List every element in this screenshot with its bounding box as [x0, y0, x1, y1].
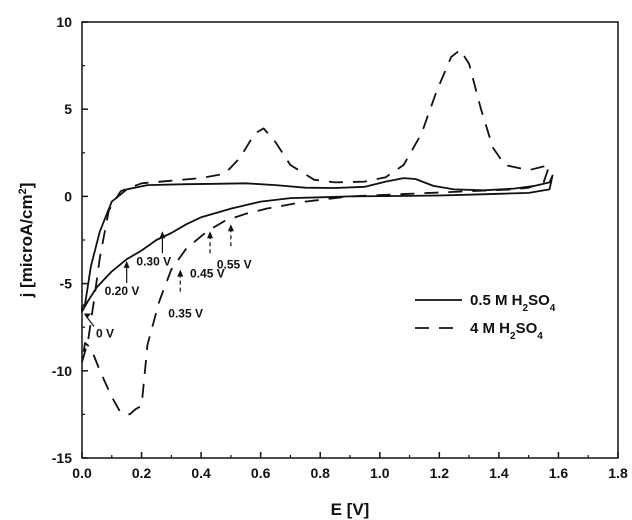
- y-tick-label: -10: [52, 363, 72, 379]
- annotation-arrow: 0.45 V: [190, 231, 225, 280]
- series-curves: [81, 49, 554, 416]
- x-axis-ticks: 0.0 0.2 0.4 0.6 0.8 1.0 1.2 1.4 1.6 1.8: [72, 452, 628, 481]
- series-line-solid: [81, 174, 554, 313]
- y-tick-label: 10: [56, 14, 72, 30]
- x-tick-label: 1.2: [430, 465, 450, 481]
- x-axis-title: E [V]: [331, 500, 370, 519]
- x-tick-label: 1.8: [608, 465, 628, 481]
- annotation-arrow: 0.35 V: [168, 269, 203, 321]
- annotation-label: 0.20 V: [105, 284, 140, 298]
- annotation-label: 0.30 V: [136, 254, 171, 268]
- legend: 0.5 M H2SO4 4 M H2SO4: [415, 292, 556, 342]
- y-axis-title-main: j [microA/cm: [17, 194, 36, 298]
- y-tick-label: -5: [60, 276, 73, 292]
- annotation-arrow: 0.20 V: [105, 260, 140, 298]
- legend-label-dashed: 4 M H2SO4: [470, 320, 543, 342]
- annotation-label: 0 V: [96, 327, 114, 341]
- x-tick-label: 0.0: [72, 465, 92, 481]
- annotation-label: 0.55 V: [217, 257, 252, 271]
- y-tick-label: 5: [64, 101, 72, 117]
- y-tick-label: 0: [64, 188, 72, 204]
- x-tick-label: 0.2: [132, 465, 152, 481]
- y-axis-ticks: -15 -10 -5 0 5 10: [52, 14, 88, 466]
- annotation-arrow: 0.55 V: [217, 224, 252, 271]
- y-tick-label: -15: [52, 450, 72, 466]
- annotation-arrow: 0.30 V: [136, 231, 171, 268]
- annotation-label: 0.45 V: [190, 266, 225, 280]
- x-tick-label: 1.6: [549, 465, 569, 481]
- legend-label-solid: 0.5 M H2SO4: [470, 292, 556, 314]
- y-axis-title: j [microA/cm2]: [17, 183, 36, 299]
- annotation-label: 0.35 V: [168, 307, 203, 321]
- x-tick-label: 1.0: [370, 465, 390, 481]
- x-tick-label: 0.8: [310, 465, 330, 481]
- series-line-dashed: [81, 49, 551, 416]
- y-axis-title-superscript: 2: [17, 188, 29, 194]
- x-tick-label: 0.4: [191, 465, 211, 481]
- annotation-arrow: 0 V: [84, 313, 114, 341]
- x-tick-label: 0.6: [251, 465, 271, 481]
- y-axis-title-bracket: ]: [17, 183, 36, 189]
- x-tick-label: 1.4: [489, 465, 509, 481]
- potential-annotations: 0 V 0.20 V 0.30 V 0.35 V 0.45 V0.55 V: [84, 224, 252, 341]
